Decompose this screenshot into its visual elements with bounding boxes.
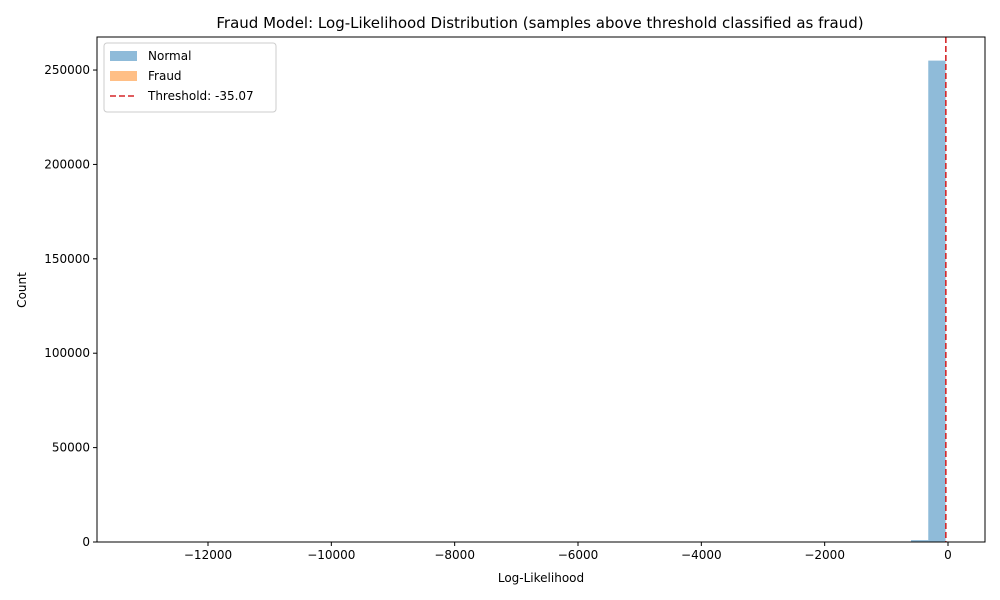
legend-swatch-fraud [110, 71, 137, 81]
y-tick-label: 150000 [44, 252, 90, 266]
plot-frame [96, 36, 986, 543]
plot-area [911, 60, 946, 542]
legend-label: Fraud [148, 69, 182, 83]
x-tick-label: −12000 [184, 548, 232, 562]
y-tick-label: 250000 [44, 63, 90, 77]
legend-swatch-normal [110, 51, 137, 61]
chart-title: Fraud Model: Log-Likelihood Distribution… [216, 14, 863, 32]
x-tick-label: −4000 [681, 548, 722, 562]
bar-normal-1 [928, 60, 946, 542]
y-tick-label: 50000 [52, 441, 90, 455]
y-tick-label: 0 [82, 535, 90, 549]
x-tick-label: 0 [944, 548, 952, 562]
x-axis-label: Log-Likelihood [498, 571, 584, 585]
bar-normal-0 [911, 540, 929, 542]
y-tick-label: 100000 [44, 346, 90, 360]
legend-label: Threshold: -35.07 [147, 89, 254, 103]
legend-box [103, 42, 277, 113]
legend: Normal Fraud Threshold: -35.07 [103, 42, 277, 113]
x-tick-label: −10000 [307, 548, 355, 562]
y-tick-label: 200000 [44, 157, 90, 171]
legend-label: Normal [148, 49, 191, 63]
x-tick-label: −8000 [434, 548, 475, 562]
x-axis: −12000 −10000 −8000 −6000 −4000 −2000 0 [184, 542, 952, 562]
y-axis-label: Count [15, 272, 29, 308]
x-tick-label: −2000 [804, 548, 845, 562]
x-tick-label: −6000 [558, 548, 599, 562]
y-axis: 0 50000 100000 150000 200000 250000 [44, 63, 97, 549]
